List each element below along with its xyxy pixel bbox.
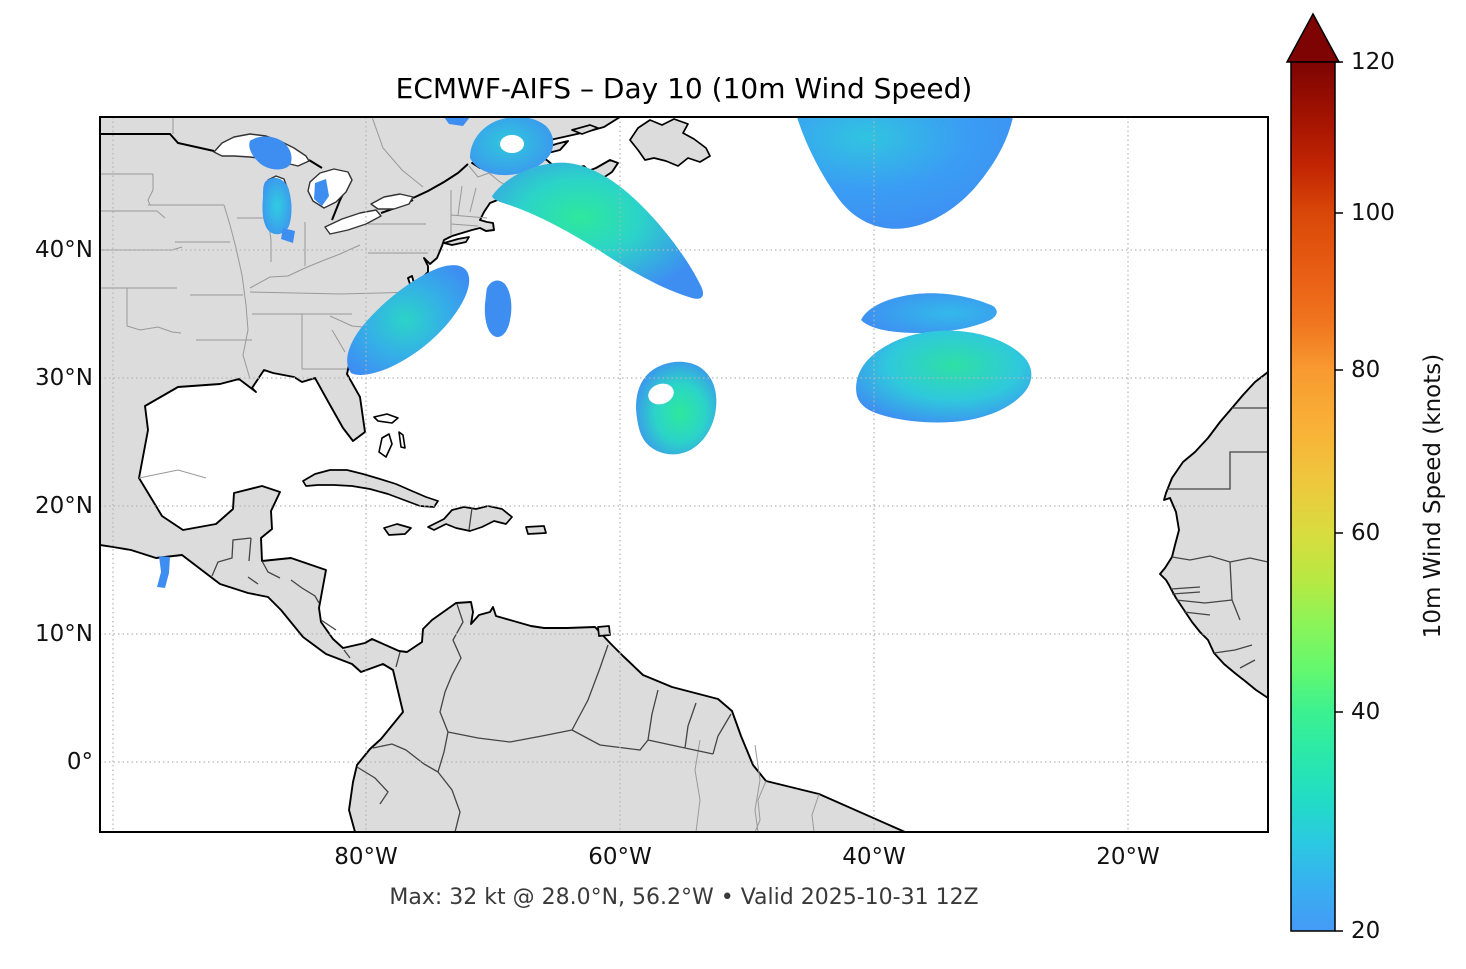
country-borders — [211, 407, 1268, 832]
colorbar-gradient — [1290, 61, 1336, 932]
wind-blob-central-atlantic-upper — [861, 293, 997, 333]
wind-blob-lake-stclair — [281, 228, 295, 243]
colorbar-tick-120: 120 — [1351, 49, 1395, 75]
colorbar-label: 10m Wind Speed (knots) — [1420, 354, 1446, 638]
haiti-dr-border — [468, 507, 473, 531]
island-newfoundland — [629, 118, 711, 167]
ytick-10n: 10°N — [35, 621, 93, 647]
colorbar-tick-40: 40 — [1351, 699, 1380, 725]
land-africa — [1159, 371, 1268, 699]
lake-ontario — [370, 193, 414, 210]
map-plot-area — [100, 117, 1268, 832]
colorbar-tick-100: 100 — [1351, 200, 1395, 226]
colorbar-tick-20: 20 — [1351, 918, 1380, 944]
wind-blob-gulf-eye — [500, 135, 524, 153]
plot-frame — [99, 116, 1269, 833]
wind-blob-sliver — [484, 280, 512, 338]
island-cuba — [302, 469, 439, 508]
colorbar-tick-marks — [1335, 61, 1343, 932]
lake-erie — [324, 209, 382, 235]
ytick-20n: 20°N — [35, 493, 93, 519]
ytick-0: 0° — [67, 749, 93, 775]
wind-blob-southeast-nova-scotia — [492, 162, 704, 299]
island-puerto-rico — [525, 525, 547, 535]
xtick-60w: 60°W — [588, 844, 652, 870]
y-axis: 40°N 30°N 20°N 10°N 0° — [35, 237, 93, 775]
figure-title: ECMWF-AIFS – Day 10 (10m Wind Speed) — [396, 72, 973, 105]
x-axis: 80°W 60°W 40°W 20°W — [334, 844, 1160, 870]
colorbar: 20 40 60 80 100 120 10m Wind Speed (knot… — [1285, 12, 1446, 944]
wind-blob-lake-huron — [314, 179, 329, 206]
island-anticosti — [571, 124, 599, 135]
wind-blob-north-central-atlantic — [797, 117, 1013, 229]
wind-blob-storm-max — [636, 361, 717, 455]
island-bahamas-andros — [378, 433, 393, 458]
figure-caption: Max: 32 kt @ 28.0°N, 56.2°W • Valid 2025… — [389, 885, 978, 910]
xtick-20w: 20°W — [1096, 844, 1160, 870]
colorbar-arrow — [1285, 12, 1341, 63]
wind-blob-top-fragment — [444, 117, 470, 126]
wind-blob-lake-michigan — [262, 177, 292, 235]
colorbar-tick-80: 80 — [1351, 357, 1380, 383]
xtick-40w: 40°W — [842, 844, 906, 870]
wind-blob-lake-superior — [249, 136, 292, 170]
xtick-80w: 80°W — [334, 844, 398, 870]
wind-blob-central-atlantic-lower — [856, 330, 1032, 423]
ytick-40n: 40°N — [35, 237, 93, 263]
island-bahamas-eleuthera — [398, 431, 406, 449]
wind-blob-cape-hatteras — [347, 265, 470, 376]
island-jamaica — [383, 523, 412, 536]
ytick-30n: 30°N — [35, 365, 93, 391]
colorbar-tick-60: 60 — [1351, 520, 1380, 546]
wind-blob-storm-eye — [648, 383, 674, 405]
state-borders-brazil — [694, 739, 820, 832]
island-bahamas-grand — [373, 413, 399, 424]
wind-blob-tehuantepec — [157, 556, 170, 588]
island-long-island — [443, 236, 470, 246]
